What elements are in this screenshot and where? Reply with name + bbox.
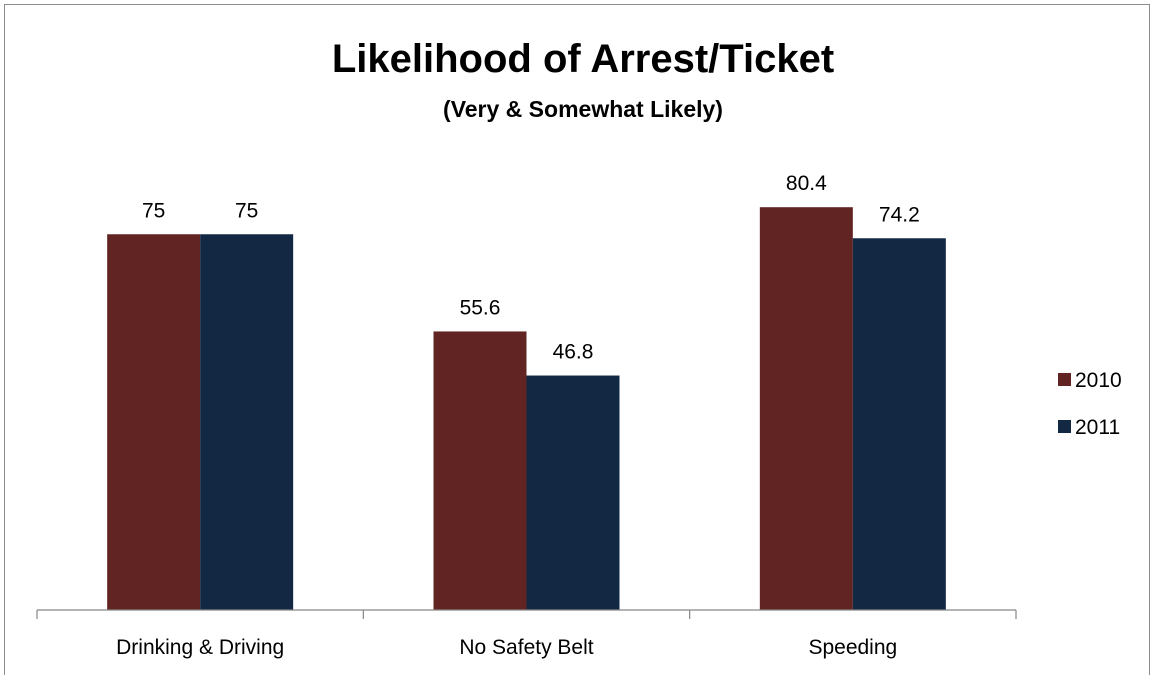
bar-drinking-driving-2011 [200, 234, 294, 610]
bar-no-safety-belt-2011 [526, 375, 620, 610]
data-labels-group: 75 75 55.6 46.8 80.4 74.2 [142, 172, 920, 363]
chart-subtitle: (Very & Somewhat Likely) [443, 96, 723, 122]
x-axis: Drinking & Driving No Safety Belt Speeding [36, 609, 1017, 659]
data-label-no-safety-belt-2011: 46.8 [553, 341, 594, 364]
data-label-drinking-driving-2010: 75 [142, 199, 165, 222]
bar-speeding-2010 [759, 207, 853, 611]
bar-drinking-driving-2010 [107, 234, 201, 610]
legend: 2010 2011 [1058, 369, 1122, 439]
x-tick-label-no-safety-belt: No Safety Belt [459, 636, 593, 659]
data-label-speeding-2010: 80.4 [786, 172, 827, 195]
legend-label-2011: 2011 [1075, 416, 1120, 439]
bar-speeding-2011 [852, 238, 946, 610]
bars-group [107, 207, 946, 611]
legend-swatch-2010 [1058, 373, 1071, 386]
data-label-no-safety-belt-2010: 55.6 [460, 296, 501, 319]
x-tick-label-drinking-driving: Drinking & Driving [116, 636, 284, 659]
data-label-drinking-driving-2011: 75 [235, 199, 258, 222]
legend-swatch-2011 [1058, 420, 1071, 433]
x-tick-label-speeding: Speeding [808, 636, 897, 659]
legend-label-2010: 2010 [1075, 369, 1122, 392]
chart-title: Likelihood of Arrest/Ticket [332, 37, 834, 81]
data-label-speeding-2011: 74.2 [879, 203, 920, 226]
bar-no-safety-belt-2010 [433, 331, 527, 610]
